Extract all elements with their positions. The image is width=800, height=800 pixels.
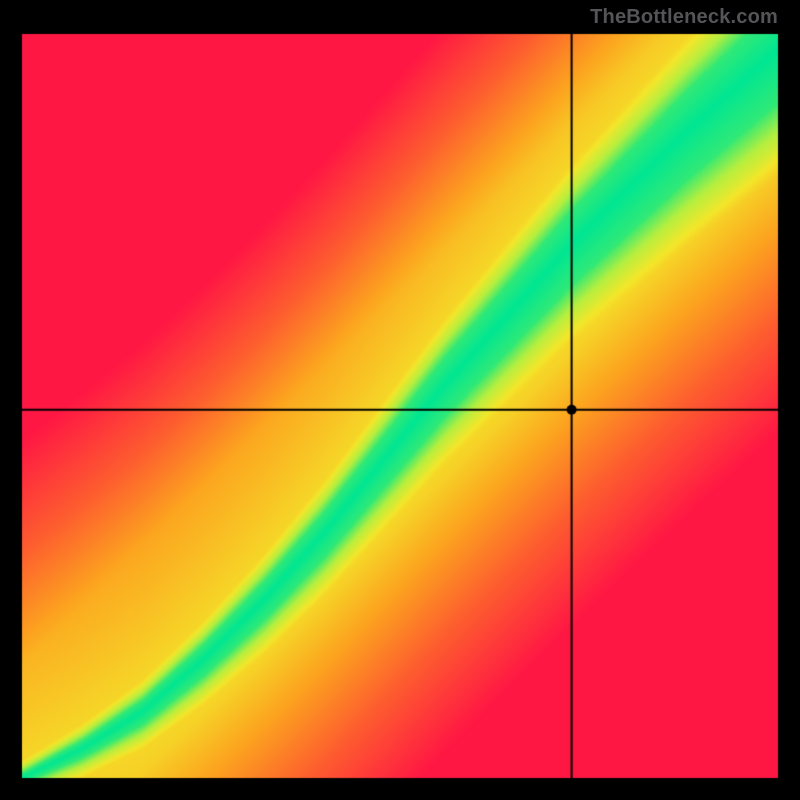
- watermark: TheBottleneck.com: [590, 6, 778, 29]
- bottleneck-heatmap: [0, 0, 800, 800]
- chart-frame: TheBottleneck.com: [0, 0, 800, 800]
